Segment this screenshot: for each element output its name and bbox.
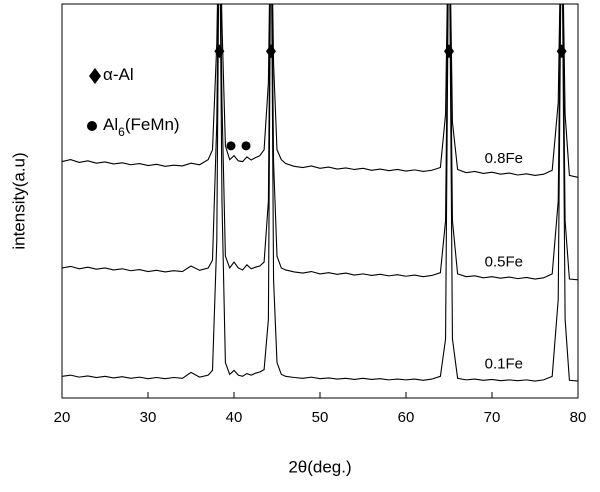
legend-label: α-Al	[103, 65, 134, 84]
x-tick-label: 60	[398, 409, 415, 426]
x-tick-label: 80	[570, 409, 587, 426]
series-line	[62, 4, 578, 178]
legend-symbol	[89, 68, 101, 84]
peak-marker	[241, 141, 251, 151]
y-axis-title: intensity(a.u)	[9, 152, 28, 249]
legend-label: Al6(FeMn)	[103, 115, 180, 139]
peak-marker	[265, 44, 276, 59]
peak-marker	[556, 44, 567, 59]
plot-frame	[61, 3, 579, 399]
series-line	[62, 4, 578, 281]
x-tick-label: 50	[312, 409, 329, 426]
x-tick-label: 20	[54, 409, 71, 426]
series-label: 0.8Fe	[485, 150, 523, 167]
plot-area	[62, 4, 578, 382]
series-label: 0.1Fe	[485, 356, 523, 373]
x-axis-title: 2θ(deg.)	[288, 457, 351, 476]
peak-marker	[214, 44, 225, 59]
legend-symbol	[87, 121, 97, 131]
series-label: 0.5Fe	[485, 254, 523, 271]
series-line	[62, 4, 578, 382]
x-tick-label: 30	[140, 409, 157, 426]
peak-marker	[226, 141, 236, 151]
peak-marker	[444, 44, 454, 59]
x-tick-label: 40	[226, 409, 243, 426]
x-tick-label: 70	[484, 409, 501, 426]
